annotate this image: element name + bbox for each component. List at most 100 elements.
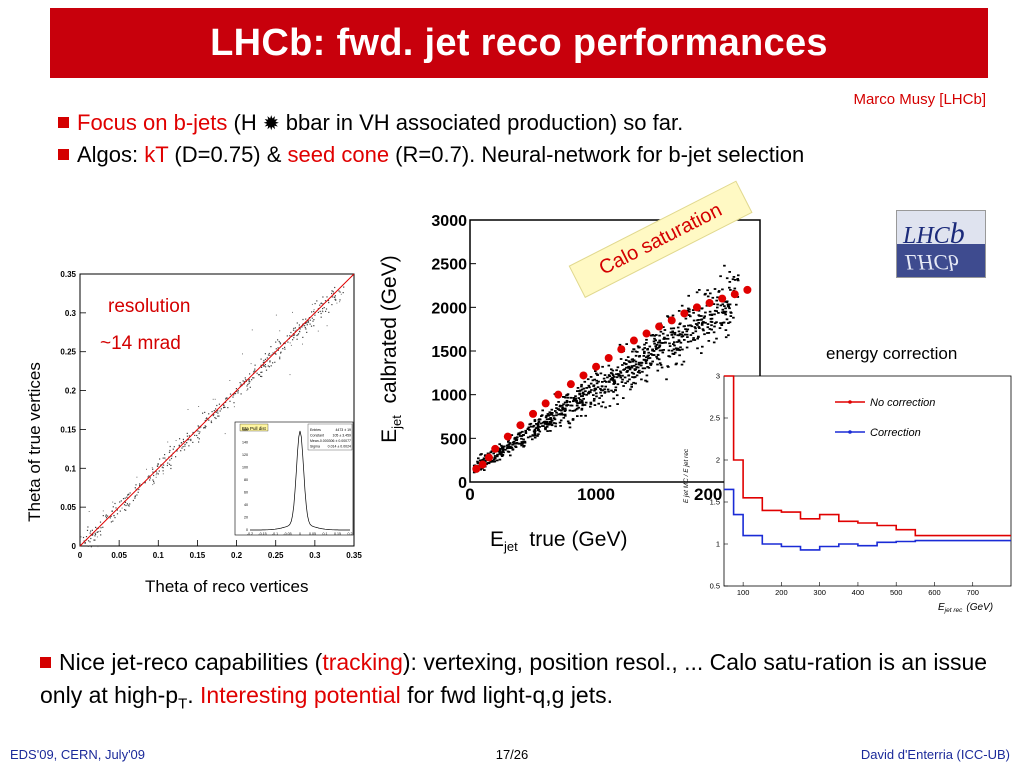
scatter-point <box>656 357 659 360</box>
scatter-point <box>167 462 169 464</box>
scatter-point <box>672 327 676 330</box>
scatter-point <box>558 409 561 411</box>
scatter-point <box>626 369 629 372</box>
scatter-point <box>170 467 172 470</box>
scatter-point <box>727 304 730 307</box>
scatter-point <box>619 370 622 373</box>
scatter-point <box>679 341 683 344</box>
scatter-point <box>582 387 586 390</box>
y-tick-label: 3000 <box>431 213 467 230</box>
scatter-point <box>593 404 597 406</box>
scatter-point <box>665 378 668 381</box>
scatter-point <box>656 347 659 349</box>
scatter-point <box>112 501 114 503</box>
y-tick-label: 2000 <box>431 300 467 317</box>
scatter-point <box>158 470 160 472</box>
scatter-point <box>320 316 322 318</box>
scatter-point <box>624 382 627 384</box>
scatter-point <box>673 333 677 336</box>
ecal-x-rest: true (GeV) <box>529 528 628 551</box>
scatter-point <box>125 509 127 511</box>
scatter-point <box>524 429 527 432</box>
scatter-point <box>161 466 163 468</box>
scatter-point <box>129 492 131 494</box>
scatter-point <box>607 374 611 376</box>
scatter-point <box>90 537 92 540</box>
scatter-point <box>215 417 217 420</box>
scatter-point <box>566 404 570 406</box>
scatter-point <box>712 303 716 305</box>
scatter-point <box>725 277 729 280</box>
scatter-point <box>320 312 322 315</box>
scatter-point <box>631 360 635 363</box>
scatter-point <box>651 334 655 336</box>
inset-x-tick-label: -0.2 <box>247 532 253 536</box>
scatter-point <box>246 385 248 387</box>
scatter-point <box>224 406 226 408</box>
scatter-point <box>507 445 510 448</box>
scatter-point <box>688 308 691 311</box>
scatter-point <box>633 376 637 378</box>
scatter-point <box>537 419 541 421</box>
scatter-point <box>706 332 709 334</box>
scatter-point <box>721 303 725 306</box>
scatter-point <box>655 348 658 351</box>
scatter-point <box>306 324 308 326</box>
scatter-point <box>710 328 713 331</box>
scatter-point <box>569 396 573 399</box>
legend-marker <box>848 430 852 434</box>
annotation-mrad: ~14 mrad <box>100 333 181 354</box>
scatter-point <box>527 426 531 429</box>
scatter-point <box>236 390 238 392</box>
scatter-point <box>339 299 341 301</box>
scatter-point <box>249 381 251 383</box>
scatter-point <box>526 428 530 430</box>
scatter-point <box>696 337 699 340</box>
calibrated-point <box>579 371 588 380</box>
scatter-point <box>179 438 181 440</box>
scatter-point <box>561 408 565 411</box>
scatter-point <box>709 292 712 295</box>
scatter-point <box>638 371 641 374</box>
scatter-point <box>127 504 129 506</box>
scatter-point <box>500 455 504 457</box>
scatter-point <box>615 394 619 397</box>
scatter-point <box>576 387 580 389</box>
scatter-point <box>706 289 709 292</box>
scatter-point <box>208 413 210 415</box>
scatter-point <box>93 539 95 541</box>
scatter-point <box>548 418 551 420</box>
scatter-point <box>716 306 719 309</box>
scatter-point <box>254 370 256 372</box>
scatter-point <box>727 334 730 337</box>
scatter-point <box>676 334 679 337</box>
scatter-point <box>224 433 226 435</box>
scatter-point <box>661 332 665 335</box>
scatter-point <box>121 507 123 509</box>
scatter-point <box>531 438 534 441</box>
scatter-point <box>275 353 277 355</box>
scatter-point <box>593 378 596 381</box>
scatter-point <box>634 382 637 385</box>
scatter-point <box>186 432 188 434</box>
x-tick-label: 600 <box>928 588 941 597</box>
scatter-point <box>645 338 648 341</box>
scatter-point <box>157 473 159 475</box>
scatter-point <box>710 317 714 320</box>
scatter-point <box>205 418 207 420</box>
scatter-point <box>598 397 601 399</box>
scatter-point <box>184 445 186 447</box>
scatter-point <box>536 425 540 428</box>
scatter-point <box>269 360 271 362</box>
scatter-point <box>644 360 648 363</box>
scatter-point <box>590 389 593 391</box>
scatter-point <box>706 295 710 298</box>
scatter-point <box>581 401 584 404</box>
scatter-point <box>650 362 653 365</box>
scatter-point <box>239 382 241 384</box>
scatter-point <box>270 346 272 348</box>
scatter-point <box>267 354 270 356</box>
scatter-point <box>728 307 731 310</box>
scatter-point <box>316 300 318 302</box>
